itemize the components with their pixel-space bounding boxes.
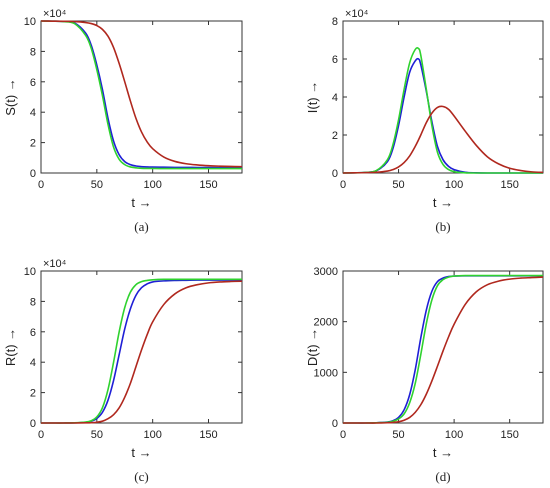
series-group bbox=[41, 20, 242, 170]
y-tick-label: 6 bbox=[30, 77, 36, 89]
x-axis-label: t → bbox=[131, 195, 151, 210]
y-axis-label: D(t) → bbox=[305, 328, 320, 366]
panel-caption: (b) bbox=[435, 219, 450, 234]
y-tick-label: 10 bbox=[24, 266, 36, 278]
y-axis-label: R(t) → bbox=[3, 328, 18, 366]
x-tick-label: 150 bbox=[199, 179, 217, 191]
x-axis-label: t → bbox=[131, 445, 151, 460]
x-tick-label: 50 bbox=[91, 179, 103, 191]
x-tick-label: 150 bbox=[500, 429, 518, 441]
series-line-3 bbox=[41, 280, 242, 424]
series-line-2 bbox=[343, 46, 543, 174]
y-tick-label: 3000 bbox=[314, 266, 338, 278]
y-tick-label: 4 bbox=[30, 357, 36, 369]
series-line-3 bbox=[41, 20, 242, 168]
x-tick-label: 50 bbox=[392, 179, 404, 191]
x-tick-label: 100 bbox=[143, 179, 161, 191]
y-tick-label: 8 bbox=[30, 46, 36, 58]
y-tick-label: 4 bbox=[332, 92, 338, 104]
panel-caption: (a) bbox=[134, 219, 148, 234]
y-tick-label: 0 bbox=[332, 418, 338, 430]
series-line-3 bbox=[343, 276, 543, 424]
y-tick-label: 4 bbox=[30, 107, 36, 119]
y-axis-label: I(t) → bbox=[305, 81, 320, 114]
series-group bbox=[343, 46, 543, 174]
x-axis-label: t → bbox=[433, 445, 453, 460]
panel-b: 0 50 100 150 0 2 4 6 8 ×10⁴ t → I(t) → (b) bbox=[305, 8, 544, 234]
y-tick-label: 2000 bbox=[314, 317, 338, 329]
y-axis-label: S(t) → bbox=[3, 78, 18, 116]
series-group bbox=[41, 278, 242, 424]
x-tick-label: 100 bbox=[445, 429, 463, 441]
y-tick-label: 0 bbox=[332, 168, 338, 180]
series-line-2 bbox=[41, 20, 242, 170]
y-tick-label: 2 bbox=[30, 138, 36, 150]
y-tick-label: 0 bbox=[30, 418, 36, 430]
panel-c: 0 50 100 150 0 2 4 6 8 10 ×10⁴ t → R(t) → (c) bbox=[3, 258, 243, 484]
y-tick-label: 6 bbox=[332, 54, 338, 66]
x-tick-label: 50 bbox=[392, 429, 404, 441]
x-tick-label: 50 bbox=[91, 429, 103, 441]
x-tick-label: 0 bbox=[38, 179, 44, 191]
x-tick-label: 0 bbox=[38, 429, 44, 441]
y-tick-label: 6 bbox=[30, 327, 36, 339]
plot-frame bbox=[40, 270, 243, 424]
panel-a: 0 50 100 150 0 2 4 6 8 10 ×10⁴ t → S(t) → (a) bbox=[3, 8, 243, 234]
panel-d: 0 50 100 150 0 1000 2000 3000 t → D(t) → (d) bbox=[305, 266, 544, 484]
y-tick-label: 2 bbox=[30, 388, 36, 400]
x-tick-label: 150 bbox=[500, 179, 518, 191]
y-tick-label: 1000 bbox=[314, 367, 338, 379]
series-line-1 bbox=[41, 20, 242, 169]
x-tick-label: 0 bbox=[340, 429, 346, 441]
x-tick-label: 150 bbox=[199, 429, 217, 441]
x-axis-label: t → bbox=[433, 195, 453, 210]
y-exponent-label: ×10⁴ bbox=[43, 8, 67, 20]
y-tick-label: 8 bbox=[332, 16, 338, 28]
x-tick-label: 100 bbox=[143, 429, 161, 441]
plot-frame bbox=[342, 270, 544, 424]
panel-caption: (d) bbox=[435, 469, 450, 484]
y-tick-label: 8 bbox=[30, 296, 36, 308]
plot-frame bbox=[40, 20, 243, 174]
y-tick-label: 2 bbox=[332, 130, 338, 142]
x-tick-label: 100 bbox=[445, 179, 463, 191]
x-tick-label: 0 bbox=[340, 179, 346, 191]
panel-caption: (c) bbox=[134, 469, 148, 484]
y-tick-label: 10 bbox=[24, 16, 36, 28]
series-group bbox=[343, 274, 543, 424]
y-exponent-label: ×10⁴ bbox=[345, 8, 369, 20]
y-exponent-label: ×10⁴ bbox=[43, 258, 67, 270]
series-line-3 bbox=[343, 105, 543, 174]
y-tick-label: 0 bbox=[30, 168, 36, 180]
